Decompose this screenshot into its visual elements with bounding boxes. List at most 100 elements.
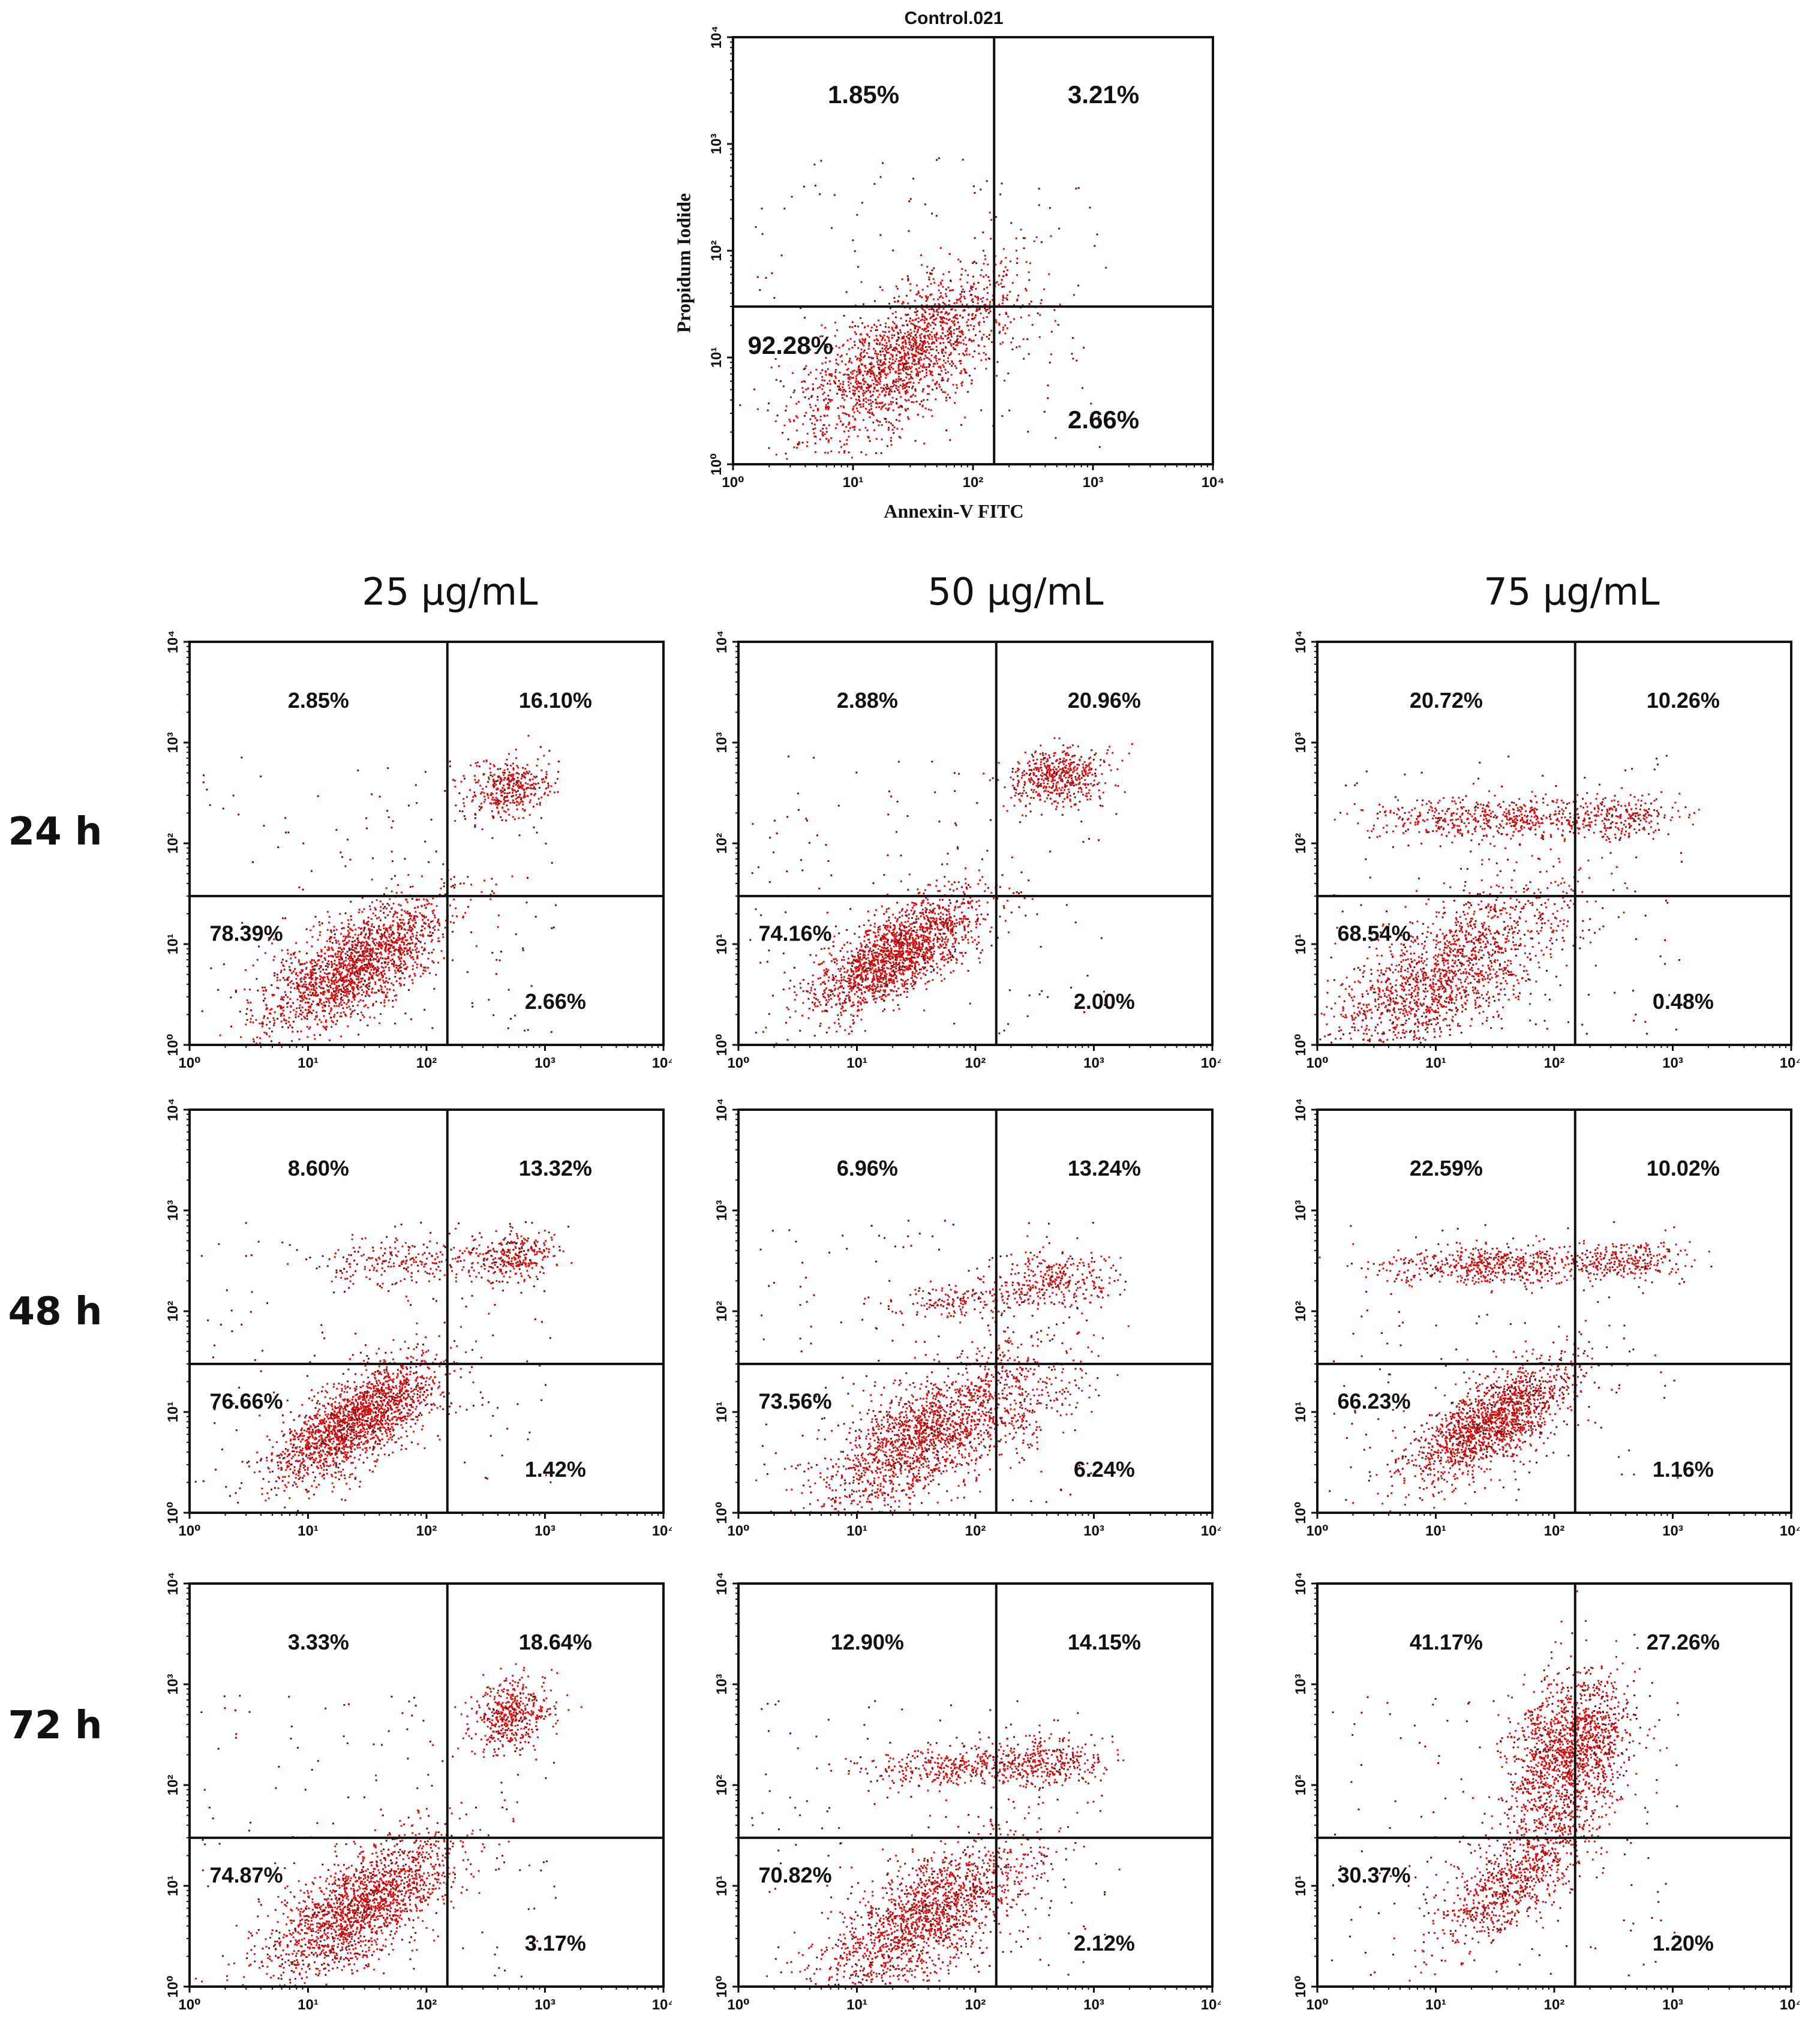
event-dot (340, 1035, 343, 1038)
event-dot (328, 960, 330, 962)
event-dot (262, 1021, 264, 1023)
event-dot (351, 972, 353, 975)
event-dot (875, 998, 878, 1000)
event-dot (344, 976, 346, 978)
event-dot (773, 297, 776, 299)
event-dot (782, 432, 783, 434)
event-dot (342, 1007, 344, 1010)
event-dot (801, 441, 804, 444)
event-dot (940, 337, 942, 340)
event-dot (856, 214, 858, 216)
event-dot (893, 426, 896, 428)
event-dot (382, 975, 385, 977)
event-dot (903, 356, 906, 359)
event-dot (825, 374, 827, 376)
event-dot (900, 317, 902, 320)
event-dot (363, 950, 365, 952)
event-dot (973, 283, 975, 286)
event-dot (322, 991, 325, 993)
event-dot (359, 986, 362, 989)
event-dot (988, 357, 990, 360)
event-dot (846, 374, 849, 376)
event-dot (813, 423, 816, 426)
x-axis-label: Annexin-V FITC (714, 500, 1194, 522)
event-dot (518, 794, 521, 796)
event-dot (418, 899, 420, 901)
event-dot (944, 876, 946, 878)
event-dot (928, 308, 930, 311)
event-dot (1015, 250, 1017, 252)
event-dot (375, 968, 377, 971)
event-dot (858, 357, 861, 360)
event-dot (285, 1022, 287, 1024)
event-dot (783, 208, 786, 210)
event-dot (959, 372, 962, 374)
event-dot (352, 981, 354, 984)
event-dot (813, 996, 815, 999)
event-dot (460, 780, 462, 783)
event-dot (999, 342, 1002, 345)
event-dot (917, 363, 920, 365)
event-dot (368, 961, 370, 963)
event-dot (852, 389, 854, 392)
event-dot (421, 953, 424, 955)
event-dot (924, 351, 927, 353)
event-dot (501, 819, 503, 821)
event-dot (980, 298, 982, 301)
event-dot (908, 917, 910, 920)
event-dot (860, 989, 863, 991)
event-dot (380, 972, 383, 974)
event-dot (392, 989, 395, 992)
event-dot (1073, 294, 1075, 296)
event-dot (371, 949, 374, 951)
event-dot (386, 957, 389, 959)
event-dot (304, 963, 306, 965)
event-dot (314, 965, 316, 967)
event-dot (860, 451, 863, 453)
event-dot (867, 347, 870, 350)
event-dot (877, 353, 879, 355)
event-dot (492, 816, 495, 818)
event-dot (331, 980, 333, 983)
event-dot (931, 269, 933, 272)
event-dot (935, 349, 938, 351)
event-dot (921, 939, 924, 942)
event-dot (859, 359, 861, 362)
event-dot (507, 800, 509, 802)
event-dot (523, 793, 525, 795)
event-dot (939, 281, 942, 284)
event-dot (856, 402, 858, 405)
event-dot (981, 269, 983, 271)
event-dot (549, 791, 551, 793)
event-dot (881, 438, 883, 441)
event-dot (1016, 299, 1019, 302)
event-dot (860, 972, 863, 974)
event-dot (379, 944, 381, 947)
event-dot (785, 409, 787, 411)
event-dot (505, 819, 507, 822)
event-dot (886, 445, 888, 447)
event-dot (884, 348, 886, 350)
event-dot (868, 356, 870, 358)
event-dot (335, 1023, 337, 1025)
event-dot (341, 948, 343, 951)
event-dot (885, 960, 887, 962)
event-dot (368, 972, 371, 974)
event-dot (284, 917, 287, 920)
event-dot (909, 348, 911, 351)
event-dot (521, 787, 523, 789)
event-dot (986, 298, 989, 301)
event-dot (858, 372, 861, 375)
event-dot (935, 215, 938, 217)
event-dot (356, 952, 358, 954)
event-dot (414, 945, 416, 948)
event-dot (912, 178, 915, 180)
event-dot (885, 346, 887, 348)
event-dot (359, 981, 361, 983)
event-dot (897, 953, 900, 955)
event-dot (986, 286, 989, 289)
event-dot (875, 383, 878, 386)
event-dot (843, 971, 846, 974)
event-dot (323, 976, 326, 978)
event-dot (876, 990, 879, 992)
